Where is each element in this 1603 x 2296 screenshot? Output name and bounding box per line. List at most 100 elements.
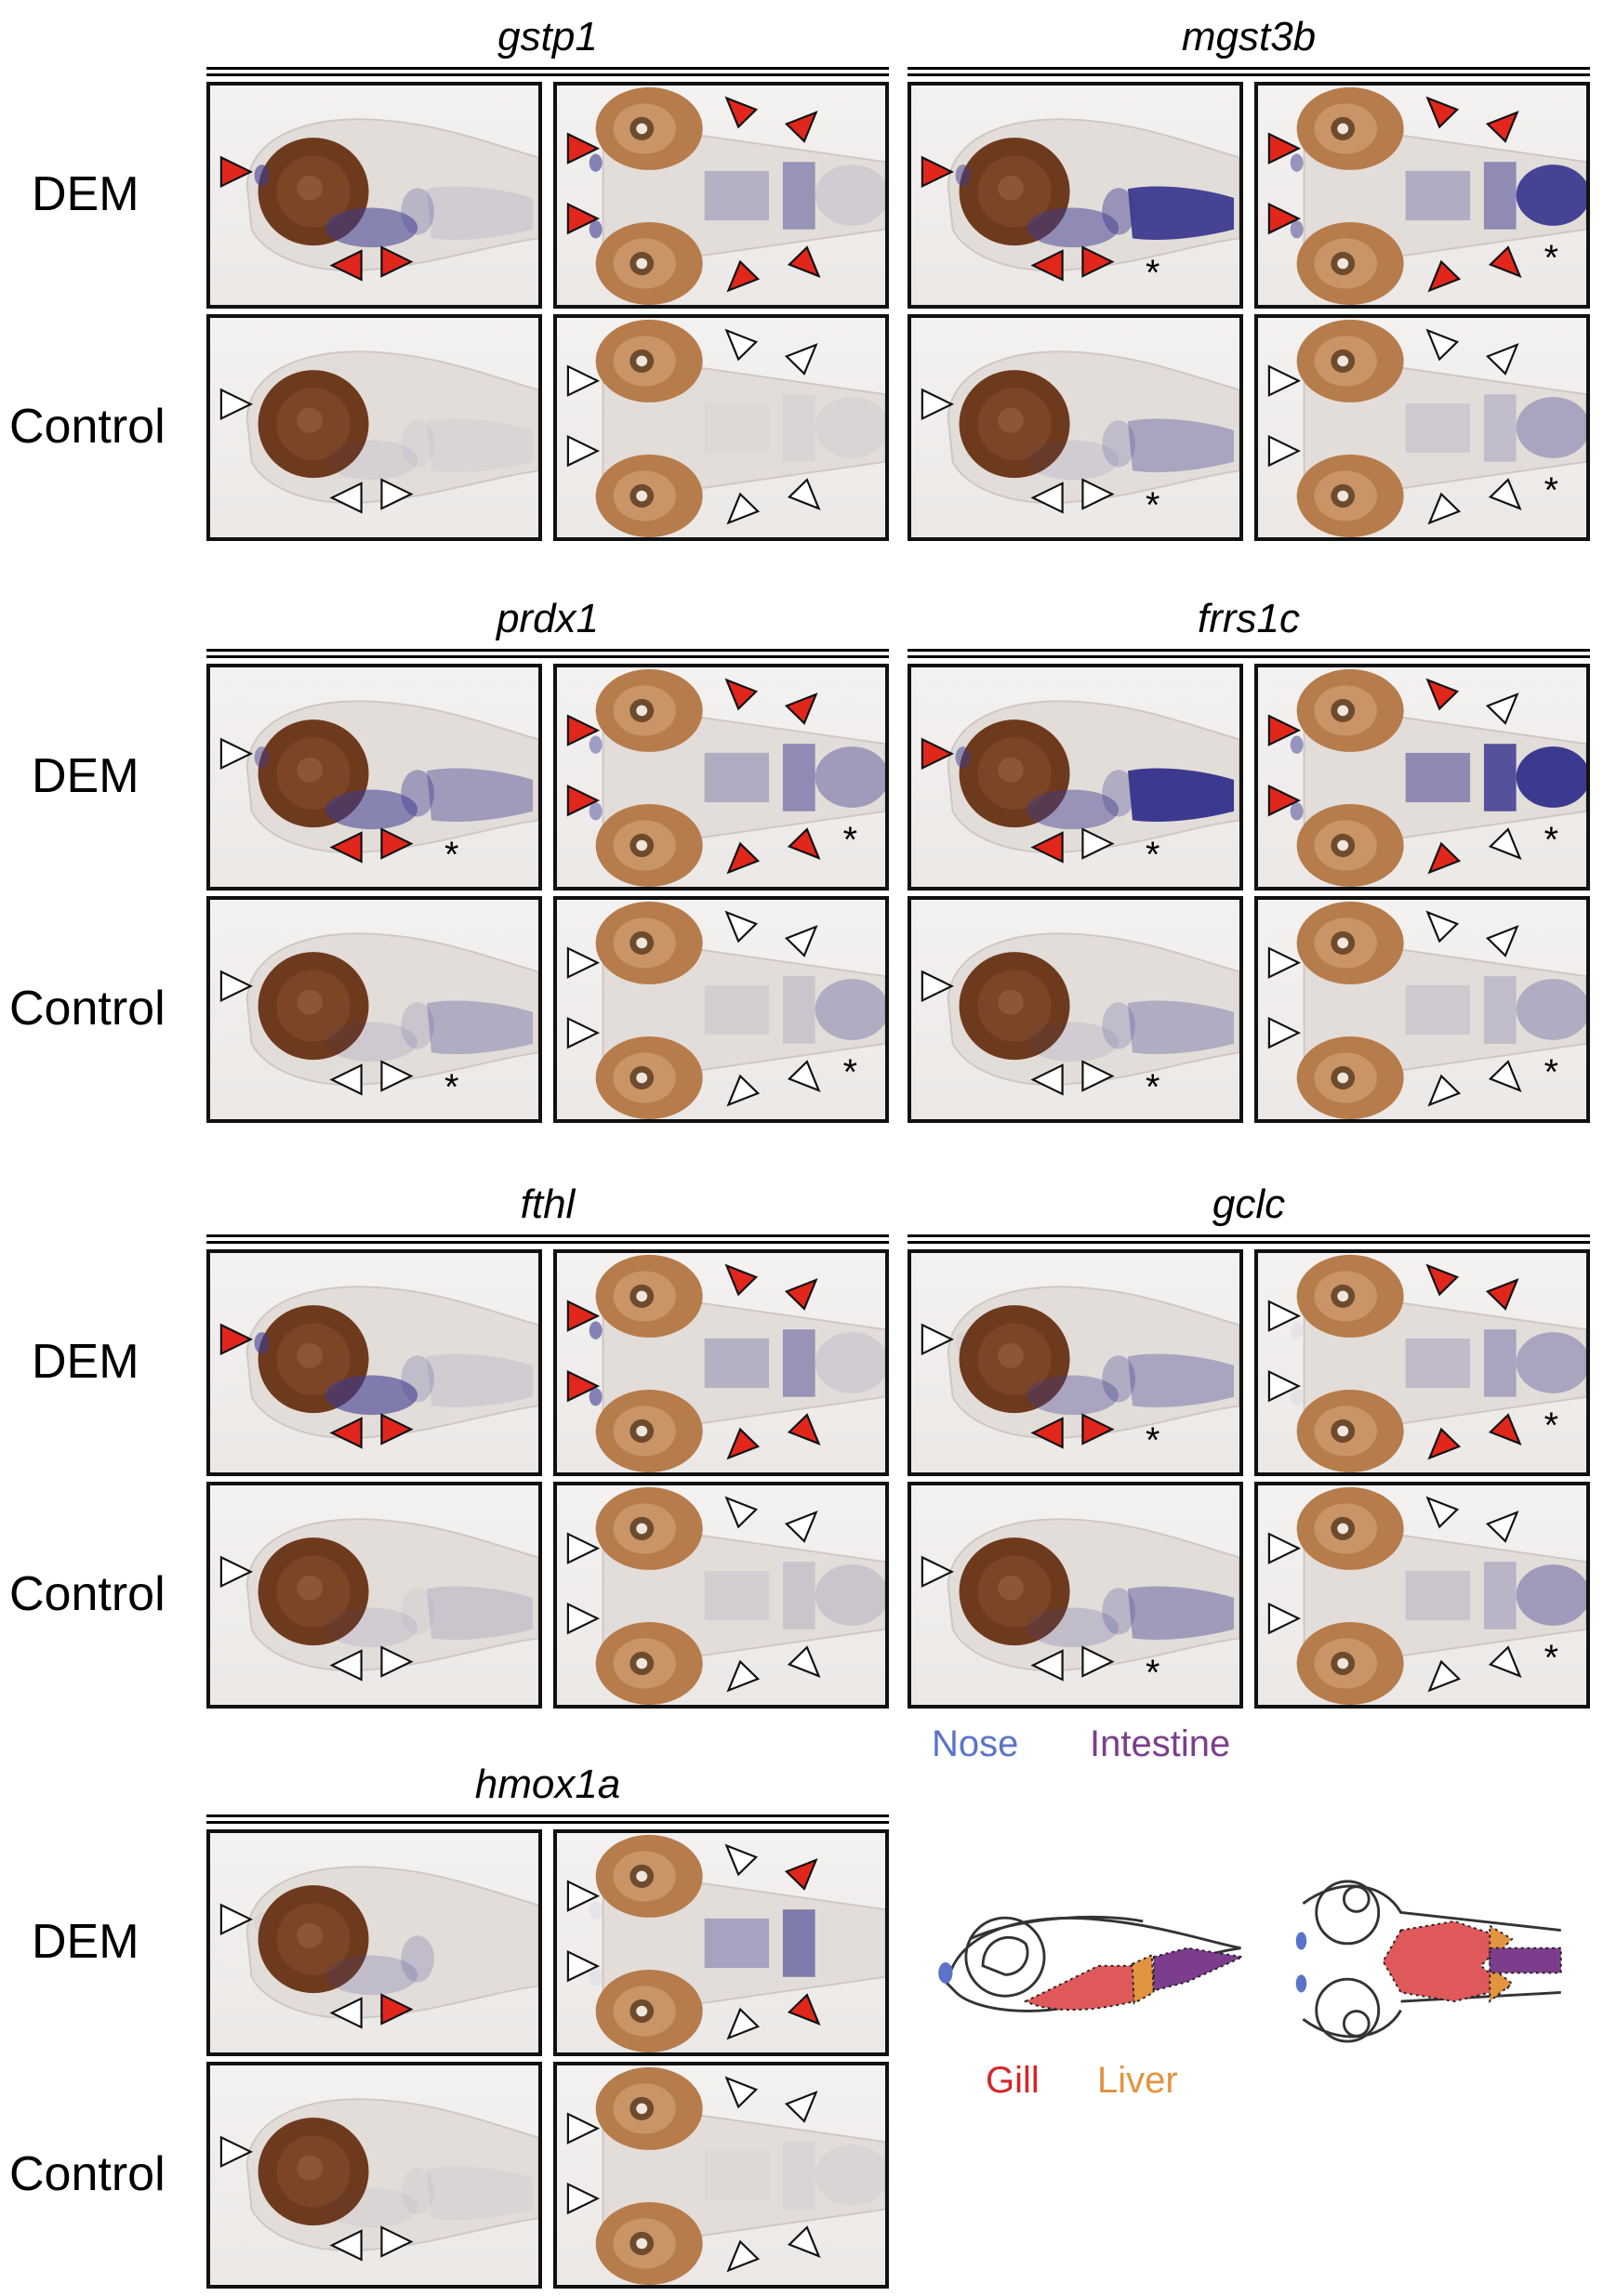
gill-arrowhead <box>329 1063 363 1096</box>
nose-arrowhead <box>921 970 955 1003</box>
lateral-panel-ctl <box>206 2062 542 2289</box>
dorsal-panel-dem <box>553 1829 889 2056</box>
gene-title: mgst3b <box>1181 14 1317 59</box>
nose-arrowhead <box>219 1323 254 1356</box>
lateral-larva-drawing <box>219 1286 538 1449</box>
nose-arrowhead <box>566 1300 601 1332</box>
dorsal-panel-dem: * <box>553 664 889 891</box>
dorsal-panel-ctl: * <box>1254 1482 1590 1709</box>
nose-arrowhead <box>566 1532 601 1564</box>
dorsal-panel-dem: * <box>1254 82 1590 309</box>
gill-arrowhead <box>329 831 363 864</box>
dorsal-panel-dem <box>553 1249 889 1476</box>
nose-arrowhead <box>1267 1602 1302 1635</box>
lateral-panel-ctl: * <box>907 314 1243 541</box>
gill-arrowhead <box>380 1993 414 2025</box>
nose-arrowhead <box>566 784 601 817</box>
gill-arrowhead <box>1030 831 1064 864</box>
intestine-asterisk: * <box>843 1053 857 1092</box>
gill-arrowhead <box>726 1659 761 1693</box>
gill-arrowhead <box>726 1074 761 1107</box>
lateral-panel-dem: * <box>907 1249 1243 1476</box>
lateral-larva-drawing: * <box>921 1286 1239 1461</box>
legend-intestine-label: Intestine <box>1090 1723 1231 1764</box>
gill-arrowhead <box>1425 328 1460 362</box>
gill-arrowhead <box>726 492 761 525</box>
lateral-panel-ctl: * <box>907 896 1243 1123</box>
gill-arrowhead <box>787 1993 821 2025</box>
gill-arrowhead <box>380 1645 414 1678</box>
dorsal-panel-ctl <box>553 2062 889 2289</box>
dorsal-panel-dem: * <box>1254 664 1590 891</box>
dorsal-larva-drawing: * <box>1267 1254 1586 1472</box>
nose-arrowhead <box>921 155 955 189</box>
gill-arrowhead <box>380 245 414 278</box>
nose-arrowhead <box>1267 1532 1302 1564</box>
intestine-asterisk: * <box>1544 239 1558 278</box>
gill-arrowhead <box>726 841 761 875</box>
nose-arrowhead <box>1267 1369 1302 1403</box>
lateral-larva-drawing: * <box>921 118 1239 294</box>
gill-arrowhead <box>784 1511 818 1543</box>
gill-arrowhead <box>787 245 821 278</box>
gill-arrowhead <box>1488 1645 1522 1678</box>
gill-arrowhead <box>724 1843 759 1877</box>
lateral-larva-drawing: * <box>921 700 1239 876</box>
gill-arrowhead <box>784 693 818 725</box>
dorsal-larva-drawing <box>566 319 885 537</box>
nose-arrowhead <box>566 1369 601 1403</box>
row-label-dem: DEM <box>32 749 139 803</box>
liver-asterisk: * <box>1146 1421 1159 1460</box>
gill-arrowhead <box>329 2229 363 2262</box>
gill-arrowhead <box>724 1263 759 1297</box>
gill-arrowhead <box>1427 1427 1462 1460</box>
gene-rule <box>907 649 1590 658</box>
lateral-larva-drawing <box>219 1866 538 2029</box>
lateral-larva-drawing: * <box>219 932 538 1108</box>
gill-arrowhead <box>784 925 818 957</box>
dorsal-larva-drawing: * <box>1267 86 1586 305</box>
gill-arrowhead <box>1427 841 1462 875</box>
row-label-control: Control <box>9 982 166 1036</box>
nose-arrowhead <box>219 155 254 189</box>
gill-arrowhead <box>329 1649 363 1682</box>
nose-arrowhead <box>566 364 601 397</box>
gene-rule <box>907 1234 1590 1244</box>
dorsal-larva-drawing <box>566 2066 885 2285</box>
dorsal-larva-drawing: * <box>1267 1486 1586 1705</box>
nose-arrowhead <box>1267 364 1302 397</box>
dorsal-panel-ctl: * <box>1254 896 1590 1123</box>
liver-asterisk: * <box>1146 1654 1159 1693</box>
intestine-asterisk: * <box>1544 1406 1558 1445</box>
nose-arrowhead <box>566 1949 601 1983</box>
nose-arrowhead <box>219 737 254 771</box>
gill-arrowhead <box>1488 245 1522 278</box>
intestine-asterisk: * <box>1544 471 1558 510</box>
gill-arrowhead <box>1030 1417 1064 1449</box>
legend-nose-label: Nose <box>932 1723 1019 1764</box>
nose-arrowhead <box>566 2112 601 2144</box>
gill-arrowhead <box>1485 1511 1519 1543</box>
gill-arrowhead <box>1081 1060 1115 1092</box>
nose-arrowhead <box>566 1016 601 1049</box>
lateral-larva-drawing: * <box>219 700 538 876</box>
intestine-asterisk: * <box>1544 1639 1558 1678</box>
nose-arrowhead <box>921 737 955 771</box>
liver-asterisk: * <box>444 1068 458 1107</box>
gill-arrowhead <box>1425 1496 1460 1529</box>
gene-rule <box>206 67 889 76</box>
gill-arrowhead <box>784 1858 818 1891</box>
gill-arrowhead <box>1485 925 1519 957</box>
intestine-asterisk: * <box>1544 1053 1558 1092</box>
dorsal-larva-drawing: * <box>1267 901 1586 1119</box>
gill-arrowhead <box>1030 482 1064 514</box>
lateral-larva-drawing: * <box>921 350 1239 526</box>
nose-arrowhead <box>1267 784 1302 817</box>
lateral-panel-dem <box>206 82 542 309</box>
dorsal-panel-ctl: * <box>1254 314 1590 541</box>
liver-asterisk: * <box>1146 254 1159 293</box>
lateral-larva-drawing: * <box>921 1518 1239 1694</box>
gene-title: hmox1a <box>474 1762 621 1807</box>
nose-arrowhead <box>219 1555 254 1589</box>
gill-arrowhead <box>724 328 759 362</box>
